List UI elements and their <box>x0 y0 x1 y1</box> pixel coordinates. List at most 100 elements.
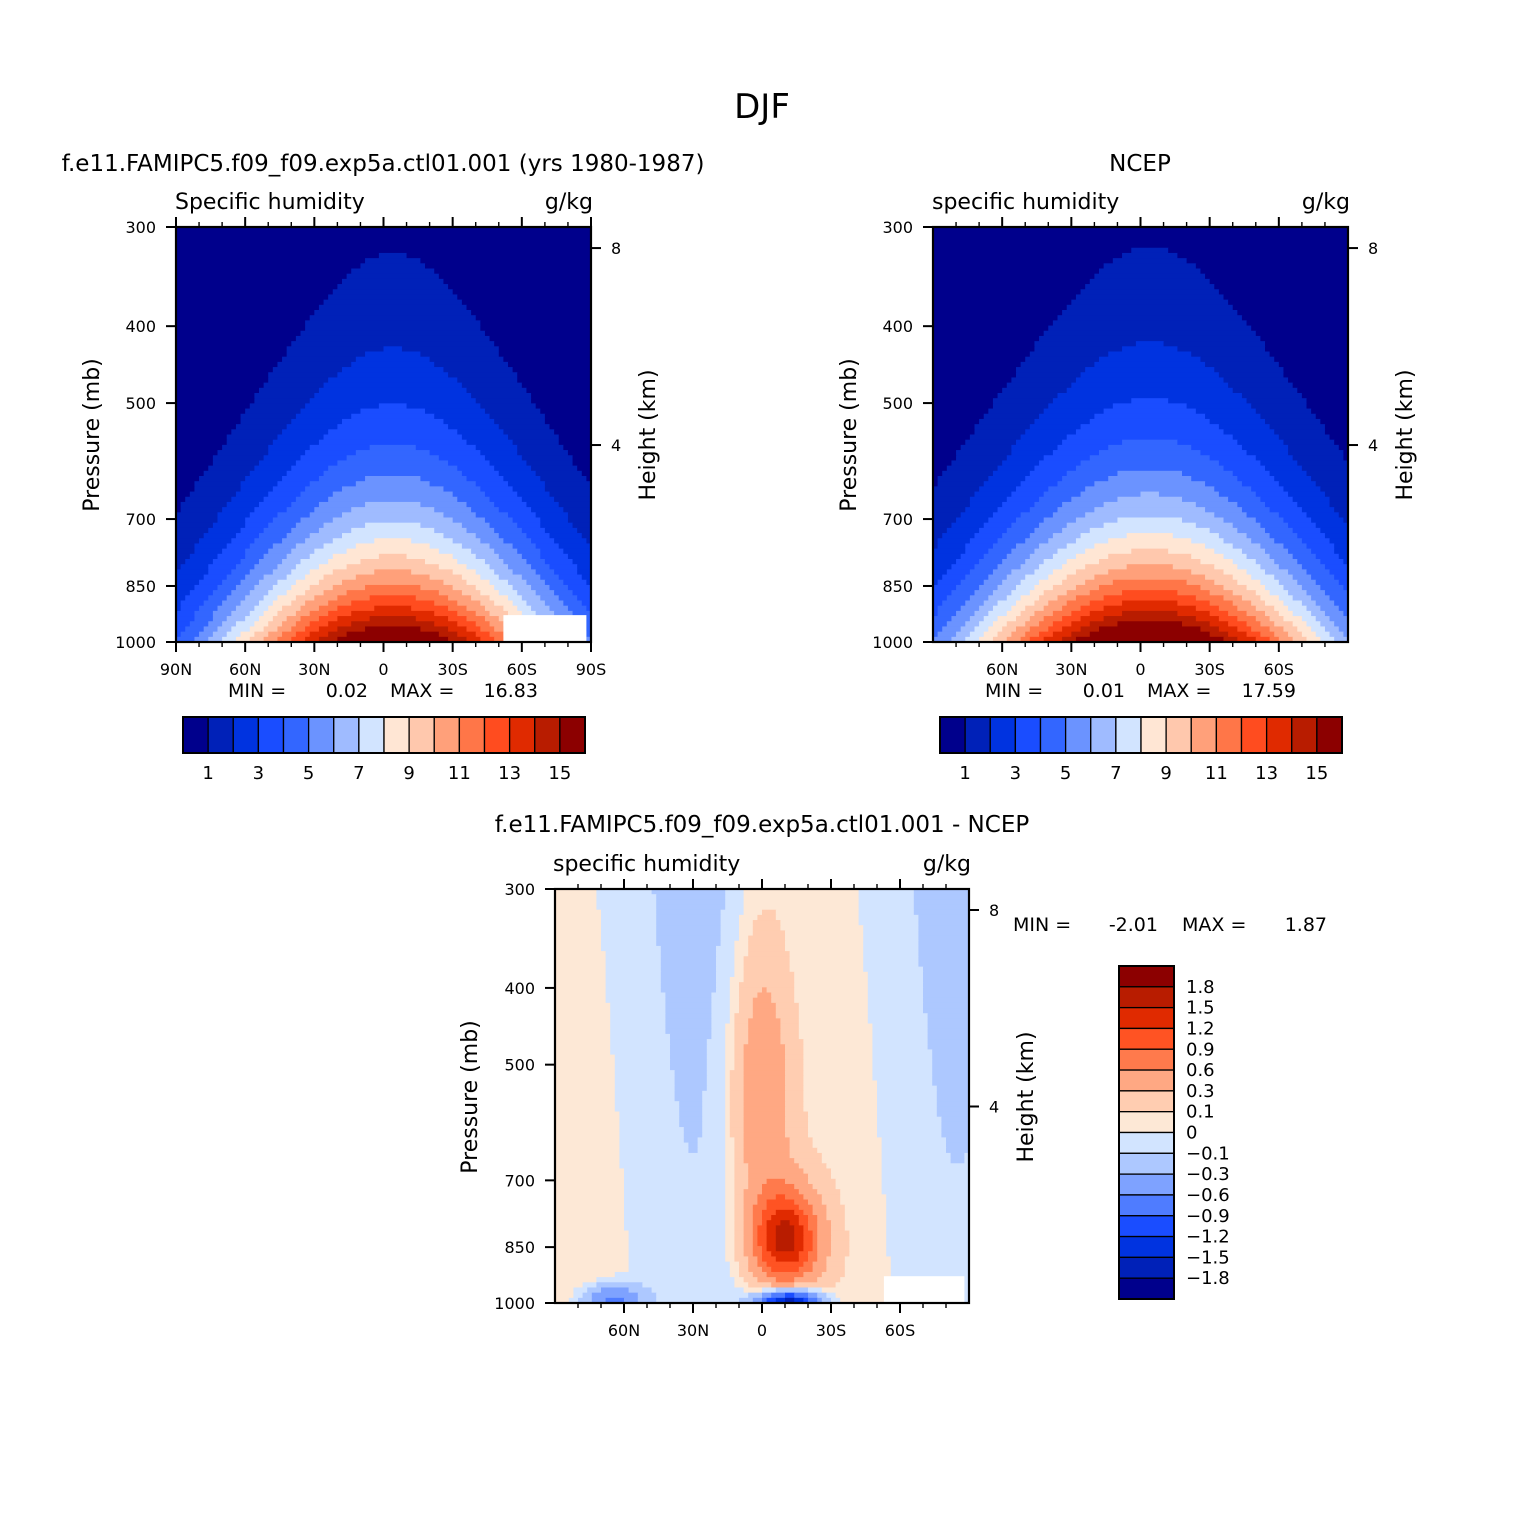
colorbar-swatch <box>1118 1048 1175 1071</box>
field-cell <box>263 496 297 503</box>
field-cell <box>231 569 251 576</box>
field-cell <box>743 1064 786 1071</box>
field-cell <box>942 470 994 477</box>
field-cell <box>725 1158 735 1164</box>
field-cell <box>323 574 357 581</box>
field-cell <box>1251 626 1271 633</box>
field-cell <box>1052 584 1077 591</box>
field-cell <box>300 408 362 415</box>
field-cell <box>1246 569 1266 576</box>
field-cell <box>208 595 228 602</box>
field-cell <box>670 1054 708 1061</box>
field-cell <box>305 538 334 545</box>
field-cell <box>1269 507 1303 513</box>
field-cell <box>1182 517 1225 524</box>
field-cell <box>555 1271 616 1278</box>
field-cell <box>785 1054 804 1061</box>
field-cell <box>734 1013 754 1019</box>
field-cell <box>960 512 994 519</box>
field-cell <box>268 590 288 596</box>
field-cell <box>1103 408 1197 415</box>
y2-tick-label: 8 <box>611 239 621 258</box>
field-cell <box>1288 522 1317 529</box>
y-tick-label: 700 <box>504 1171 535 1190</box>
field-cell <box>628 1235 726 1242</box>
field-cell <box>176 481 196 487</box>
colorbar-label: 11 <box>1205 763 1228 784</box>
field-cell <box>614 1101 680 1107</box>
field-cell <box>411 605 449 612</box>
colorbar-frame <box>1118 965 1175 1300</box>
field-cell <box>355 450 431 456</box>
field-cell <box>725 1049 735 1056</box>
field-cell <box>291 501 320 508</box>
field-cell <box>933 559 957 565</box>
field-cell <box>1269 351 1348 358</box>
field-cell <box>1117 517 1183 524</box>
field-cell <box>411 538 454 545</box>
field-cell <box>762 909 777 916</box>
field-cell <box>1324 491 1348 498</box>
panel-diff-colorbar: 1.81.51.20.90.60.30.10−0.1−0.3−0.6−0.9−1… <box>1118 965 1230 1300</box>
field-cell <box>277 481 311 487</box>
field-cell <box>1232 543 1261 550</box>
field-cell <box>1182 496 1229 503</box>
field-cell <box>1062 564 1086 570</box>
field-cell <box>318 626 338 633</box>
field-cell <box>720 940 735 947</box>
field-cell <box>318 439 468 446</box>
field-cell <box>555 1090 616 1097</box>
field-cell <box>434 413 491 420</box>
field-cell <box>743 961 791 968</box>
field-cell <box>1274 574 1294 581</box>
field-cell <box>1223 517 1257 524</box>
field-cell <box>235 621 255 628</box>
field-cell <box>1214 548 1243 555</box>
field-cell <box>933 346 1036 353</box>
field-cell <box>697 1137 726 1144</box>
field-cell <box>531 538 555 545</box>
field-cell <box>1016 367 1086 373</box>
field-cell <box>656 909 722 916</box>
field-cell <box>877 1111 938 1118</box>
field-cell <box>240 579 260 586</box>
field-cell <box>1029 590 1045 596</box>
field-cell <box>222 507 255 513</box>
field-cell <box>1158 491 1220 498</box>
field-cell <box>933 538 939 545</box>
field-cell <box>743 1049 786 1056</box>
field-cell <box>259 460 297 467</box>
field-cell <box>176 372 269 379</box>
colorbar-label: −1.5 <box>1186 1247 1230 1268</box>
field-cell <box>927 1013 969 1019</box>
field-cell <box>346 548 440 555</box>
field-cell <box>1043 616 1063 622</box>
field-cell <box>1311 626 1326 633</box>
field-cell <box>494 584 514 591</box>
field-cell <box>826 1261 846 1268</box>
field-cell <box>803 1271 823 1278</box>
field-cell <box>785 1090 804 1097</box>
y-tick-label: 300 <box>882 218 913 237</box>
field-cell <box>176 263 362 270</box>
panel-ncep-min-value: 0.01 <box>1083 680 1125 702</box>
field-cell <box>1048 574 1068 581</box>
field-cell <box>176 387 260 394</box>
field-cell <box>1288 444 1340 451</box>
field-cell <box>1140 491 1160 498</box>
field-cell <box>665 997 712 1004</box>
field-cell <box>775 1240 795 1247</box>
field-cell <box>282 476 320 482</box>
field-cell <box>337 372 449 379</box>
field-cell <box>378 403 408 410</box>
field-cell <box>752 1002 777 1009</box>
colorbar-label: 11 <box>448 763 471 784</box>
field-cell <box>555 1266 630 1273</box>
field-cell <box>766 1204 800 1211</box>
field-cell <box>1043 408 1105 415</box>
field-cell <box>1260 564 1280 570</box>
field-cell <box>434 610 458 617</box>
colorbar-swatch <box>1014 716 1042 754</box>
field-cell <box>933 548 966 555</box>
